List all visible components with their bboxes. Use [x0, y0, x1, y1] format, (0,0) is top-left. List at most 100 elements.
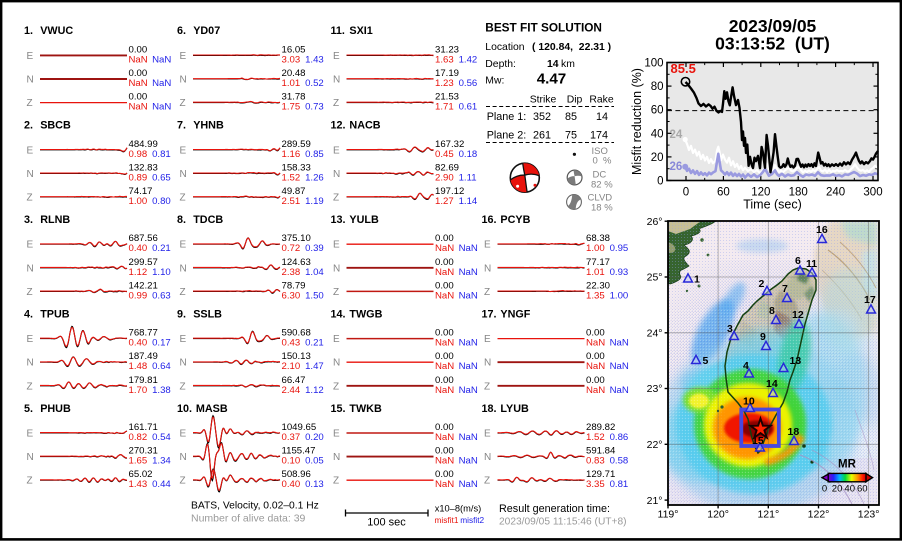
svg-text:22°: 22°	[647, 439, 663, 451]
svg-text:km: km	[561, 59, 575, 70]
svg-text:3: 3	[727, 323, 733, 335]
svg-text:NaN: NaN	[586, 385, 605, 396]
svg-text:( 120.84, 22.31 ): ( 120.84, 22.31 )	[532, 42, 611, 53]
svg-text:0.44: 0.44	[152, 479, 171, 490]
svg-text:0.00: 0.00	[586, 375, 605, 386]
svg-text:1.16: 1.16	[282, 149, 301, 160]
svg-text:9: 9	[760, 331, 766, 343]
svg-text:2.: 2.	[24, 120, 33, 132]
svg-text:1.04: 1.04	[305, 267, 324, 278]
svg-text:0.40: 0.40	[129, 243, 148, 254]
svg-text:Z: Z	[180, 98, 186, 109]
svg-text:0.00: 0.00	[435, 280, 454, 291]
svg-text:0.95: 0.95	[610, 243, 629, 254]
svg-text:187.49: 187.49	[129, 351, 158, 362]
svg-text:1.52: 1.52	[586, 432, 605, 443]
svg-text:31.23: 31.23	[435, 44, 459, 55]
svg-text:8.: 8.	[177, 214, 186, 226]
svg-text:129.71: 129.71	[586, 469, 615, 480]
svg-text:misfit1: misfit1	[435, 515, 459, 525]
svg-text:0.83: 0.83	[586, 456, 605, 467]
svg-text:Plane 2:: Plane 2:	[487, 130, 527, 142]
svg-text:NaN: NaN	[459, 267, 478, 278]
svg-text:508.96: 508.96	[282, 469, 311, 480]
svg-text:18 %: 18 %	[591, 203, 613, 214]
svg-text:0.86: 0.86	[610, 432, 629, 443]
svg-text:1.00: 1.00	[586, 243, 605, 254]
svg-text:RLNB: RLNB	[40, 214, 70, 226]
svg-text:0.82: 0.82	[129, 432, 148, 443]
svg-text:1.35: 1.35	[586, 290, 605, 301]
svg-text:N: N	[27, 169, 34, 180]
svg-text:40: 40	[844, 484, 855, 495]
svg-text:TWKB: TWKB	[349, 403, 382, 415]
svg-text:NaN: NaN	[435, 267, 454, 278]
svg-text:4.47: 4.47	[537, 71, 567, 88]
svg-text:6.: 6.	[177, 25, 186, 37]
svg-text:1049.65: 1049.65	[282, 422, 317, 433]
svg-text:NaN: NaN	[586, 361, 605, 372]
svg-text:2: 2	[759, 278, 765, 290]
svg-text:PHUB: PHUB	[40, 403, 71, 415]
svg-text:0 %: 0 %	[593, 156, 613, 167]
svg-text:1.47: 1.47	[305, 361, 324, 372]
svg-text:60: 60	[857, 484, 868, 495]
svg-text:0.05: 0.05	[305, 456, 324, 467]
svg-text:10.: 10.	[177, 403, 192, 415]
svg-text:121°: 121°	[757, 509, 779, 521]
svg-text:NaN: NaN	[459, 479, 478, 490]
svg-text:YHNB: YHNB	[193, 120, 224, 132]
svg-text:NaN: NaN	[610, 361, 629, 372]
svg-text:N: N	[180, 358, 187, 369]
svg-text:Z: Z	[27, 381, 33, 392]
svg-text:TPUB: TPUB	[40, 308, 70, 320]
svg-text:SBCB: SBCB	[40, 120, 71, 132]
svg-text:1.: 1.	[24, 25, 33, 37]
svg-text:0.85: 0.85	[305, 149, 324, 160]
svg-text:N: N	[180, 452, 187, 463]
svg-text:2.90: 2.90	[435, 172, 454, 183]
svg-text:13.: 13.	[331, 214, 346, 226]
svg-text:N: N	[333, 263, 340, 274]
svg-text:270.31: 270.31	[129, 446, 158, 457]
svg-text:1.27: 1.27	[435, 196, 454, 207]
svg-text:N: N	[27, 263, 34, 274]
svg-text:0.00: 0.00	[129, 68, 148, 79]
svg-text:1.01: 1.01	[586, 267, 605, 278]
svg-text:5: 5	[703, 355, 709, 367]
svg-text:22.30: 22.30	[586, 280, 610, 291]
svg-text:0.40: 0.40	[129, 338, 148, 349]
svg-text:85: 85	[565, 111, 577, 123]
svg-text:124.63: 124.63	[282, 257, 311, 268]
svg-text:E: E	[180, 51, 187, 62]
svg-text:Location: Location	[485, 42, 525, 53]
svg-text:261: 261	[533, 130, 551, 142]
svg-text:2.51: 2.51	[282, 196, 301, 207]
svg-text:NaN: NaN	[152, 102, 171, 113]
svg-text:LYUB: LYUB	[500, 403, 529, 415]
svg-text:ISO: ISO	[592, 146, 608, 157]
svg-text:123°: 123°	[858, 509, 880, 521]
svg-text:4.: 4.	[24, 308, 33, 320]
svg-text:3.03: 3.03	[282, 54, 301, 65]
svg-text:289.59: 289.59	[282, 139, 311, 150]
svg-text:Z: Z	[180, 287, 186, 298]
svg-text:Mw:: Mw:	[485, 76, 504, 87]
svg-text:NaN: NaN	[459, 338, 478, 349]
svg-text:122°: 122°	[808, 509, 830, 521]
svg-text:7.: 7.	[177, 120, 186, 132]
svg-text:Z: Z	[27, 193, 33, 204]
svg-text:1.42: 1.42	[459, 54, 478, 65]
svg-text:NaN: NaN	[459, 432, 478, 443]
svg-text:NaN: NaN	[129, 54, 148, 65]
svg-text:Z: Z	[484, 381, 490, 392]
svg-text:0.43: 0.43	[282, 338, 301, 349]
svg-text:0.80: 0.80	[152, 196, 171, 207]
svg-text:1.12: 1.12	[129, 267, 148, 278]
svg-text:197.12: 197.12	[435, 186, 464, 197]
svg-text:7: 7	[782, 283, 788, 295]
svg-text:18.: 18.	[482, 403, 497, 415]
svg-text:14.: 14.	[331, 308, 346, 320]
svg-text:1.50: 1.50	[305, 290, 324, 301]
svg-text:24: 24	[670, 129, 683, 141]
